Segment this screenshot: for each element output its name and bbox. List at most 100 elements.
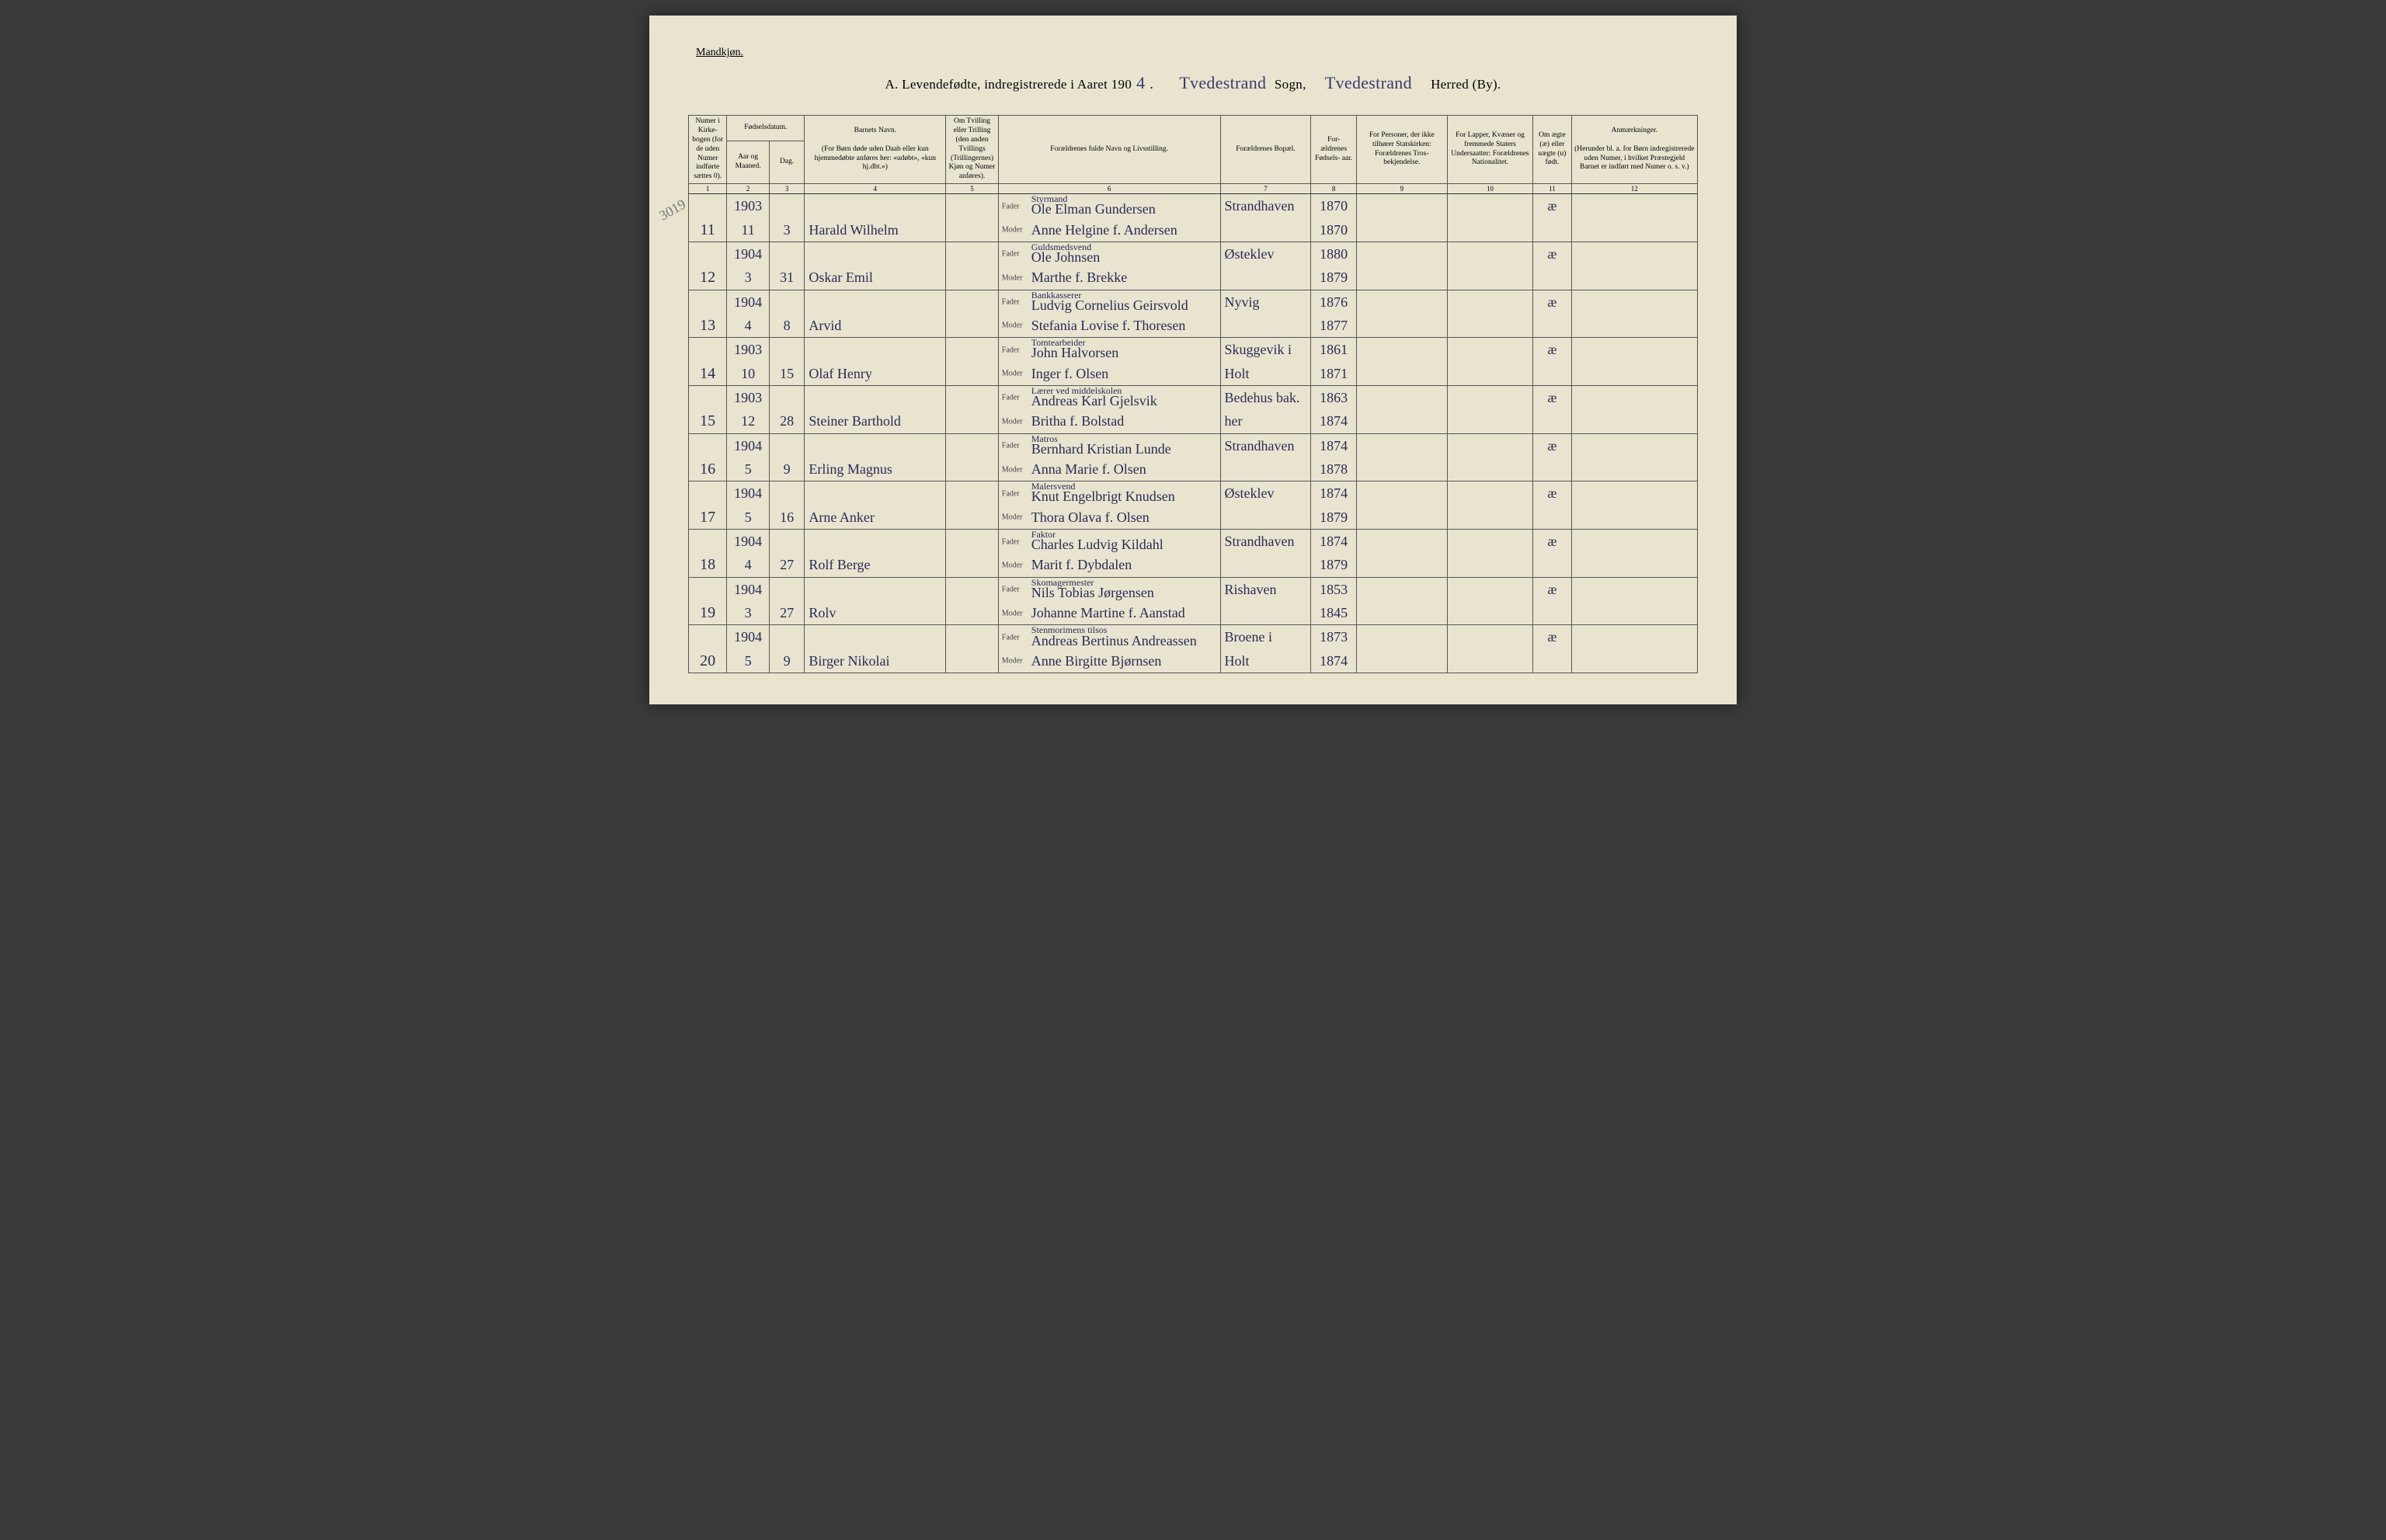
cell-nat	[1447, 290, 1532, 315]
cell-fader: FaderSkomagermesterNils Tobias Jørgensen	[998, 577, 1220, 602]
cell-legit: æ	[1533, 290, 1571, 315]
cell-twin	[946, 650, 999, 673]
cell-tros	[1356, 577, 1447, 602]
cell-bopael2	[1220, 218, 1311, 242]
moder-label: Moder	[1002, 322, 1023, 330]
fader-label: Fader	[1002, 202, 1020, 210]
cell-day: 3	[769, 218, 804, 242]
cell-legit: æ	[1533, 194, 1571, 219]
cell-twin	[946, 218, 999, 242]
cell-moder-aar: 1878	[1311, 458, 1356, 481]
cell-day: 27	[769, 602, 804, 625]
cell-twin	[946, 266, 999, 290]
cell-remarks	[1571, 602, 1697, 625]
cell-nat	[1447, 385, 1532, 410]
cell-tros	[1356, 554, 1447, 577]
cell-moder-aar: 1871	[1311, 362, 1356, 385]
cell-moder: Moder Inger f. Olsen	[998, 362, 1220, 385]
moder-name: Johanne Martine f. Aanstad	[1031, 605, 1185, 621]
table-row: 2059Birger NikolaiModerAnne Birgitte Bjø…	[689, 650, 1698, 673]
cell-twin	[946, 529, 999, 554]
cell-tros	[1356, 433, 1447, 458]
cell-fader: FaderMatrosBernhard Kristian Lunde	[998, 433, 1220, 458]
cell-month: 10	[727, 362, 770, 385]
cell-legit	[1533, 410, 1571, 433]
cell-year: 1903	[727, 194, 770, 219]
cell-child: Rolv	[805, 602, 946, 625]
cell-nat	[1447, 218, 1532, 242]
cell-moder: ModerAnna Marie f. Olsen	[998, 458, 1220, 481]
register-page: 3019 Mandkjøn. A. Levendefødte, indregis…	[649, 16, 1737, 704]
fader-label: Fader	[1002, 346, 1020, 354]
fader-label: Fader	[1002, 537, 1020, 546]
fader-label: Fader	[1002, 489, 1020, 498]
cell-fader: FaderLærer ved middelskolenAndreas Karl …	[998, 385, 1220, 410]
col-header-1: Numer i Kirke- bogen (for de uden Numer …	[689, 116, 727, 184]
moder-label: Moder	[1002, 561, 1023, 569]
cell-tros	[1356, 290, 1447, 315]
cell-remarks	[1571, 506, 1697, 529]
cell-legit: æ	[1533, 242, 1571, 266]
fader-name: Charles Ludvig Kildahl	[1031, 537, 1163, 552]
table-row: 1903FaderLærer ved middelskolenAndreas K…	[689, 385, 1698, 410]
cell-num: 14	[689, 362, 727, 385]
cell-child	[805, 625, 946, 650]
cell-nat	[1447, 625, 1532, 650]
cell-child: Erling Magnus	[805, 458, 946, 481]
fader-name: Andreas Karl Gjelsvik	[1031, 393, 1157, 408]
moder-label: Moder	[1002, 370, 1023, 378]
moder-label: Moder	[1002, 417, 1023, 426]
moder-name: Anne Birgitte Bjørnsen	[1031, 653, 1162, 669]
cell-bopael2: Holt	[1220, 362, 1311, 385]
cell-bopael2	[1220, 458, 1311, 481]
col-header-2b: Dag.	[769, 141, 804, 184]
cell-tros	[1356, 338, 1447, 363]
cell-moder: ModerAnne Helgine f. Andersen	[998, 218, 1220, 242]
cell-num	[689, 481, 727, 506]
table-row: 11113Harald WilhelmModerAnne Helgine f. …	[689, 218, 1698, 242]
table-row: 1904FaderMatrosBernhard Kristian LundeSt…	[689, 433, 1698, 458]
cell-legit: æ	[1533, 577, 1571, 602]
cell-num	[689, 194, 727, 219]
cell-nat	[1447, 506, 1532, 529]
cell-tros	[1356, 506, 1447, 529]
cell-moder-aar: 1879	[1311, 554, 1356, 577]
col-header-10: For Lapper, Kvæner og fremmede Staters U…	[1447, 116, 1532, 184]
fader-label: Fader	[1002, 394, 1020, 402]
cell-moder-aar: 1870	[1311, 218, 1356, 242]
cell-tros	[1356, 315, 1447, 338]
cell-remarks	[1571, 554, 1697, 577]
cell-legit	[1533, 506, 1571, 529]
cell-twin	[946, 385, 999, 410]
cell-day	[769, 194, 804, 219]
cell-num	[689, 338, 727, 363]
cell-fader-aar: 1853	[1311, 577, 1356, 602]
cell-fader: FaderGuldsmedsvendOle Johnsen	[998, 242, 1220, 266]
cell-moder-aar: 1845	[1311, 602, 1356, 625]
cell-fader: FaderStenmorimens tilsosAndreas Bertinus…	[998, 625, 1220, 650]
cell-remarks	[1571, 290, 1697, 315]
herred-label: Herred (By).	[1431, 77, 1501, 92]
cell-tros	[1356, 650, 1447, 673]
cell-nat	[1447, 315, 1532, 338]
col-header-2-top: Fødselsdatum.	[727, 116, 805, 141]
cell-month: 4	[727, 315, 770, 338]
cell-legit	[1533, 650, 1571, 673]
table-row: 1904FaderSkomagermesterNils Tobias Jørge…	[689, 577, 1698, 602]
table-row: 19327RolvModerJohanne Martine f. Aanstad…	[689, 602, 1698, 625]
moder-label: Moder	[1002, 609, 1023, 617]
cell-twin	[946, 554, 999, 577]
cell-child	[805, 385, 946, 410]
cell-moder-aar: 1877	[1311, 315, 1356, 338]
cell-nat	[1447, 338, 1532, 363]
cell-tros	[1356, 242, 1447, 266]
cell-day: 15	[769, 362, 804, 385]
cell-day	[769, 481, 804, 506]
cell-num: 19	[689, 602, 727, 625]
table-row: 1659Erling MagnusModerAnna Marie f. Olse…	[689, 458, 1698, 481]
cell-remarks	[1571, 410, 1697, 433]
moder-name: Inger f. Olsen	[1031, 366, 1108, 381]
col-header-12: Anmærkninger. (Herunder bl. a. for Børn …	[1571, 116, 1697, 184]
cell-bopael: Strandhaven	[1220, 194, 1311, 219]
gender-heading: Mandkjøn.	[696, 47, 1698, 59]
